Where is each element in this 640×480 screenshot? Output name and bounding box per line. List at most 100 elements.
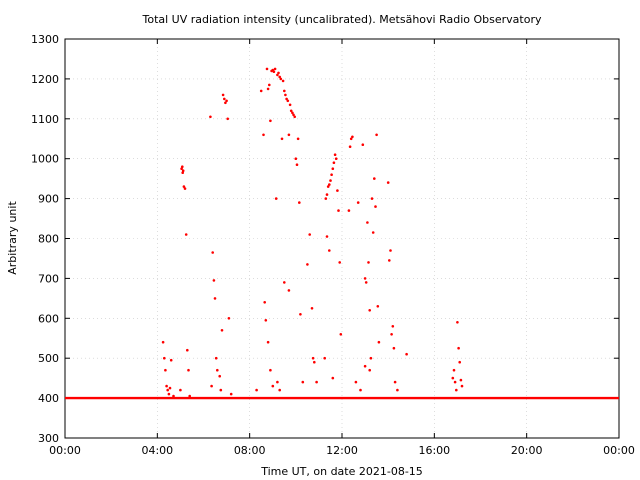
data-point xyxy=(167,392,171,396)
data-point xyxy=(279,77,283,81)
data-point xyxy=(180,167,183,170)
data-point xyxy=(460,384,464,388)
data-point xyxy=(179,388,182,392)
x-axis-label: Time UT, on date 2021-08-15 xyxy=(260,465,423,478)
data-point xyxy=(269,119,272,123)
data-point xyxy=(286,99,290,103)
data-point xyxy=(187,368,190,372)
data-point xyxy=(364,281,368,284)
data-point xyxy=(338,261,342,264)
data-point xyxy=(359,388,362,392)
data-point xyxy=(325,193,329,196)
data-point xyxy=(265,67,269,71)
data-point xyxy=(336,189,339,192)
data-point xyxy=(227,317,231,320)
data-point xyxy=(264,319,268,322)
data-point xyxy=(288,103,292,107)
data-point xyxy=(296,137,300,141)
data-point xyxy=(455,388,458,392)
data-point xyxy=(276,380,279,384)
data-point xyxy=(323,356,327,360)
data-point xyxy=(269,368,272,372)
data-point xyxy=(259,89,263,93)
data-point xyxy=(213,297,217,300)
data-point xyxy=(326,185,330,188)
data-point xyxy=(280,137,284,141)
data-point xyxy=(276,73,279,77)
data-point xyxy=(376,305,380,308)
data-point xyxy=(229,392,233,396)
data-point xyxy=(165,384,168,388)
data-point xyxy=(375,133,378,137)
data-point xyxy=(164,368,167,372)
data-point xyxy=(366,221,369,224)
y-tick-label: 1300 xyxy=(31,33,59,46)
y-tick-label: 1100 xyxy=(31,113,59,126)
data-point xyxy=(284,93,287,97)
data-point xyxy=(390,333,393,336)
data-point xyxy=(456,321,459,324)
data-point xyxy=(211,251,214,254)
data-point xyxy=(209,115,212,119)
data-point xyxy=(333,153,337,156)
data-point xyxy=(389,249,392,252)
data-point xyxy=(287,133,291,137)
y-tick-label: 600 xyxy=(38,312,59,325)
data-point xyxy=(285,97,288,101)
data-point xyxy=(166,388,169,392)
y-tick-label: 700 xyxy=(38,272,59,285)
y-axis-label: Arbitrary unit xyxy=(6,201,19,275)
data-point xyxy=(368,368,372,372)
data-point xyxy=(221,93,225,97)
data-point xyxy=(277,71,280,75)
data-point xyxy=(308,233,312,236)
x-tick-label: 20:00 xyxy=(511,444,543,457)
y-tick-label: 1000 xyxy=(31,153,59,166)
x-tick-label: 04:00 xyxy=(141,444,173,457)
data-point xyxy=(181,171,184,174)
data-point xyxy=(184,233,188,236)
data-point xyxy=(281,79,285,83)
x-tick-label: 12:00 xyxy=(326,444,358,457)
data-point xyxy=(368,309,372,312)
data-point xyxy=(268,83,271,87)
data-point xyxy=(306,263,309,266)
data-point xyxy=(332,161,336,164)
data-point xyxy=(172,394,175,398)
data-point xyxy=(315,380,318,384)
data-point xyxy=(334,157,338,160)
data-point xyxy=(224,101,227,105)
data-point xyxy=(371,231,375,234)
data-point xyxy=(391,325,395,328)
data-point xyxy=(186,348,189,352)
data-point xyxy=(337,209,340,212)
data-point xyxy=(220,329,224,332)
data-point xyxy=(293,115,297,119)
data-point xyxy=(313,360,316,364)
data-point xyxy=(283,281,286,284)
data-point xyxy=(369,356,373,360)
data-point xyxy=(169,358,173,362)
data-point xyxy=(348,145,352,148)
data-point xyxy=(457,346,460,350)
data-point xyxy=(329,179,332,182)
y-tick-label: 800 xyxy=(38,233,59,246)
data-point xyxy=(339,333,343,336)
data-point xyxy=(453,380,457,384)
data-point xyxy=(262,133,265,137)
y-tick-label: 300 xyxy=(38,432,59,445)
data-point xyxy=(210,384,213,388)
data-point xyxy=(374,205,377,208)
data-point xyxy=(388,259,391,262)
data-point xyxy=(373,177,376,180)
data-point xyxy=(278,388,282,392)
data-point xyxy=(218,374,221,378)
data-point xyxy=(214,356,218,360)
data-point xyxy=(370,197,374,200)
data-point xyxy=(219,388,223,392)
data-point xyxy=(283,89,286,93)
data-point xyxy=(278,75,282,79)
x-tick-label: 16:00 xyxy=(418,444,450,457)
uv-series xyxy=(65,67,619,400)
data-point xyxy=(377,340,381,344)
